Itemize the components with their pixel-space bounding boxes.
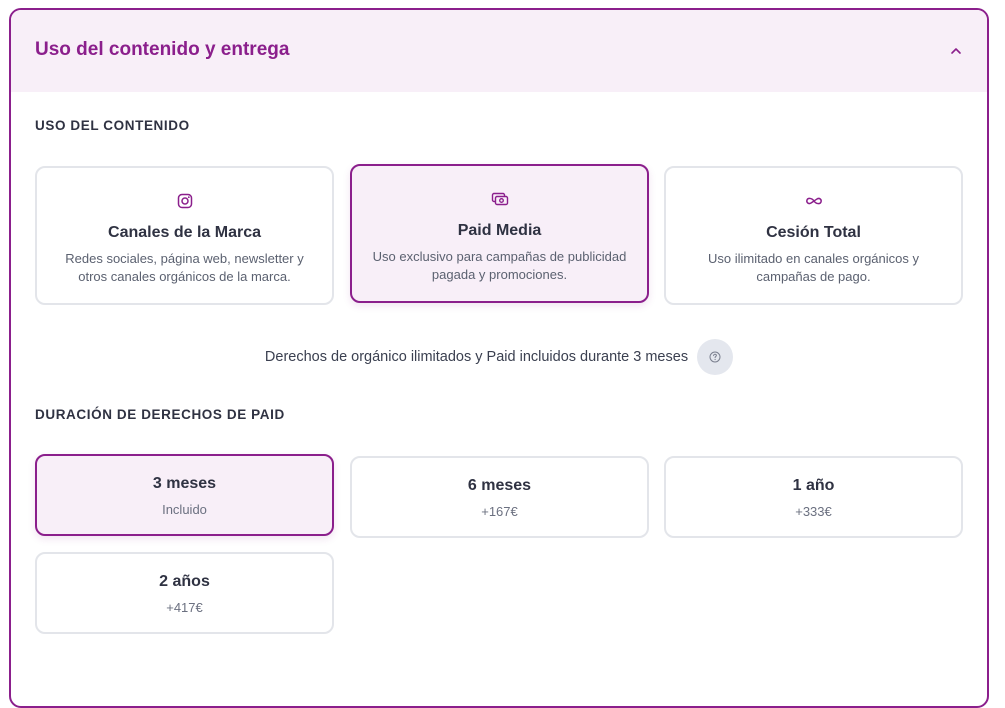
panel-header[interactable]: Uso del contenido y entrega — [11, 10, 987, 92]
duration-option-price: +333€ — [795, 504, 832, 519]
usage-option-description: Uso ilimitado en canales orgánicos y cam… — [708, 251, 919, 284]
duration-option-price: +417€ — [166, 600, 203, 615]
infinity-icon — [805, 197, 822, 205]
duration-option-6-months[interactable]: 6 meses +167€ — [350, 456, 649, 538]
duration-option-price: +167€ — [481, 504, 518, 519]
collapse-button[interactable] — [943, 38, 969, 64]
usage-option-paid-media[interactable]: Paid Media Uso exclusivo para campañas d… — [350, 164, 649, 303]
duration-option-price: Incluido — [162, 502, 207, 517]
duration-option-title: 2 años — [159, 573, 210, 590]
help-circle-icon — [709, 351, 721, 363]
duration-option-3-months[interactable]: 3 meses Incluido — [35, 454, 334, 536]
usage-note: Derechos de orgánico ilimitados y Paid i… — [11, 339, 987, 375]
help-button[interactable] — [697, 339, 734, 375]
usage-option-title: Canales de la Marca — [108, 224, 261, 241]
usage-note-text: Derechos de orgánico ilimitados y Paid i… — [264, 349, 689, 365]
usage-option-title: Paid Media — [457, 222, 542, 239]
usage-section-label: USO DEL CONTENIDO — [35, 118, 190, 133]
chevron-up-icon — [951, 48, 961, 54]
duration-option-title: 1 año — [792, 477, 835, 494]
duration-section-label: DURACIÓN DE DERECHOS DE PAID — [35, 407, 285, 422]
panel-title: Uso del contenido y entrega — [35, 39, 290, 60]
usage-option-title: Cesión Total — [766, 224, 861, 241]
content-usage-panel: Uso del contenido y entrega USO DEL CONT… — [9, 8, 989, 708]
duration-option-1-year[interactable]: 1 año +333€ — [664, 456, 963, 538]
duration-option-2-years[interactable]: 2 años +417€ — [35, 552, 334, 634]
usage-option-description: Redes sociales, página web, newsletter y… — [65, 251, 304, 284]
usage-option-brand-channels[interactable]: Canales de la Marca Redes sociales, pági… — [35, 166, 334, 305]
duration-option-title: 6 meses — [467, 477, 532, 494]
instagram-icon — [177, 193, 192, 209]
money-icon — [491, 192, 508, 206]
usage-option-description: Uso exclusivo para campañas de publicida… — [372, 249, 627, 282]
usage-option-full-transfer[interactable]: Cesión Total Uso ilimitado en canales or… — [664, 166, 963, 305]
duration-option-title: 3 meses — [152, 475, 217, 492]
